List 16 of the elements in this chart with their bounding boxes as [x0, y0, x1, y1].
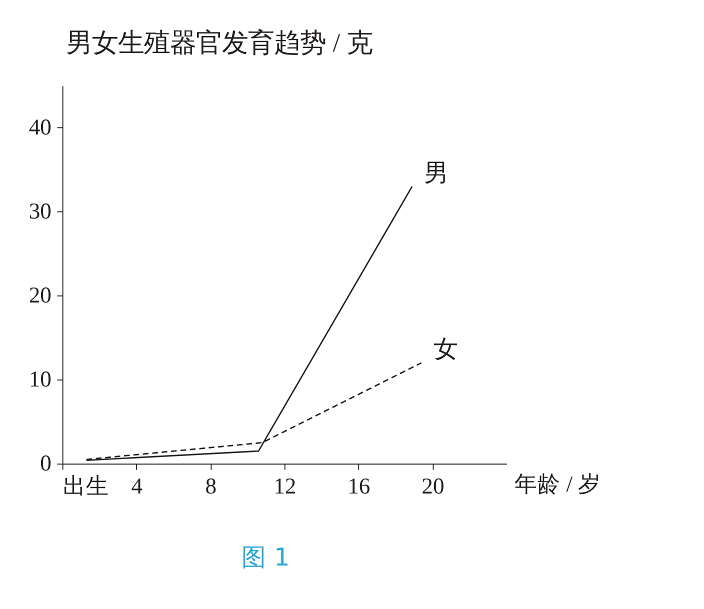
caption: 图 1 [241, 542, 290, 572]
y-tick-label: 30 [28, 198, 52, 224]
chart-title: 男女生殖器官发育趋势 / 克 [66, 28, 373, 58]
y-tick-label: 20 [28, 282, 52, 308]
x-axis-title: 年龄 / 岁 [514, 472, 602, 497]
y-tick-label: 10 [28, 366, 52, 392]
x-tick-label: 16 [348, 473, 370, 498]
series-label: 女 [433, 336, 458, 364]
x-tick-label: 12 [274, 473, 296, 498]
x-tick-label: 4 [131, 473, 143, 498]
y-tick-label: 0 [40, 450, 52, 476]
series-label: 男 [424, 160, 450, 187]
x-tick-label: 出生 [62, 473, 109, 498]
y-tick-label: 40 [28, 114, 52, 140]
x-tick-label: 20 [422, 473, 444, 498]
x-tick-label: 8 [205, 473, 217, 498]
